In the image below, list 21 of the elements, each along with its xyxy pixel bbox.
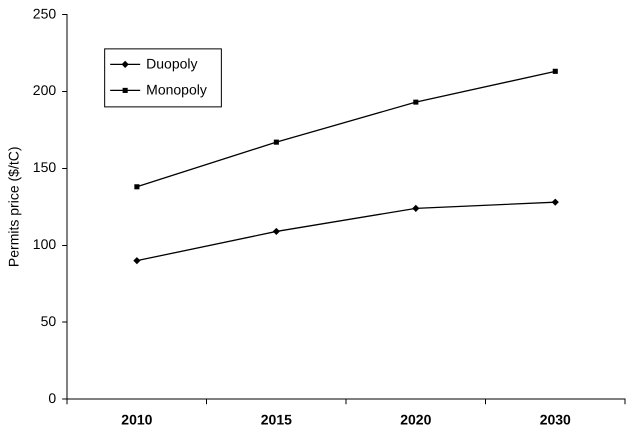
legend-label: Duopoly	[146, 55, 198, 72]
point	[134, 184, 140, 190]
point	[552, 68, 558, 74]
y-tick-label: 250	[32, 5, 56, 22]
y-tick-label: 150	[32, 159, 56, 176]
x-tick-label: 2015	[260, 411, 292, 428]
point	[413, 100, 418, 105]
point	[274, 140, 279, 145]
point	[552, 198, 559, 206]
x-tick-label: 2030	[540, 411, 572, 428]
y-tick-label: 0	[48, 390, 56, 406]
point	[133, 257, 140, 264]
y-tick-label: 200	[32, 82, 56, 98]
y-tick-label: 100	[32, 236, 56, 252]
x-tick-label: 2010	[121, 411, 153, 428]
y-axis-title: Permits price ($/tC)	[5, 146, 22, 268]
y-tick-label: 50	[40, 313, 56, 330]
point	[272, 228, 280, 236]
legend-label: Monopoly	[146, 81, 207, 98]
x-tick-label: 2020	[400, 411, 432, 428]
point	[412, 204, 420, 212]
